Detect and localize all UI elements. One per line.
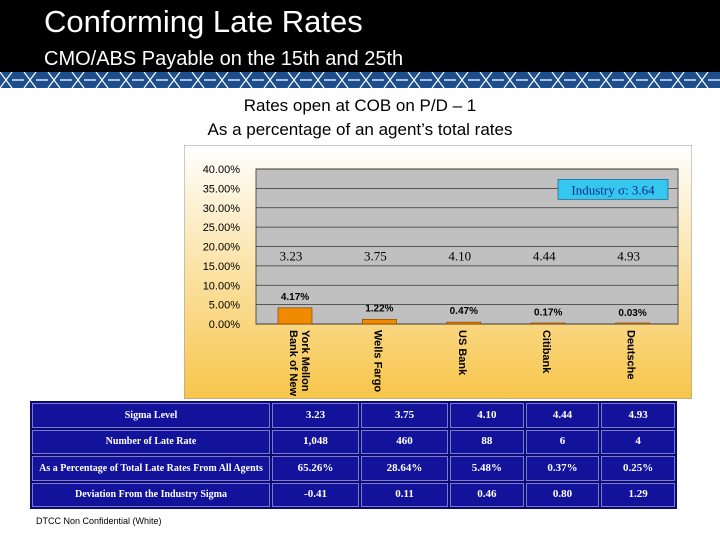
table-cell: 3.23 xyxy=(272,403,360,428)
band-pattern-mark xyxy=(215,72,240,88)
band-pattern-mark xyxy=(71,72,96,88)
y-tick-label: 30.00% xyxy=(203,203,241,215)
band-pattern-mark xyxy=(479,72,504,88)
table-cell: 460 xyxy=(361,429,449,454)
y-tick-label: 40.00% xyxy=(203,164,241,176)
bar xyxy=(615,322,650,325)
y-tick-label: 0.00% xyxy=(209,319,240,331)
table-cell: 0.80 xyxy=(525,482,600,507)
bar xyxy=(362,318,397,325)
industry-sigma-box xyxy=(557,178,669,200)
table-cell: 65.26% xyxy=(272,456,360,481)
x-tick-label: Wells Fargo xyxy=(371,330,383,392)
table-cell: 4.10 xyxy=(450,403,524,428)
band-pattern-mark xyxy=(143,72,168,88)
bar-value-label: 0.17% xyxy=(534,307,562,318)
table-cell: 0.11 xyxy=(361,482,449,507)
table-cell: 3.75 xyxy=(361,403,449,428)
bar-value-label: 1.22% xyxy=(365,303,393,314)
x-tick-label: Deutsche xyxy=(625,330,637,380)
bar xyxy=(446,321,482,325)
sigma-label: 3.23 xyxy=(280,249,303,264)
row-label: As a Percentage of Total Late Rates From… xyxy=(32,456,270,481)
band-pattern-mark xyxy=(263,72,288,88)
table-cell: 28.64% xyxy=(361,456,449,481)
y-tick-label: 20.00% xyxy=(203,242,241,254)
table-row: Sigma Level 3.23 3.75 4.10 4.44 4.93 xyxy=(32,403,675,428)
band-pattern-mark xyxy=(383,72,408,88)
decorative-pattern-band xyxy=(0,72,720,88)
band-pattern-mark xyxy=(311,72,336,88)
table-cell: 1.29 xyxy=(601,482,675,507)
sigma-table: Sigma Level 3.23 3.75 4.10 4.44 4.93 Number of… xyxy=(30,401,677,509)
band-pattern-mark xyxy=(503,72,528,88)
sigma-label: 4.93 xyxy=(617,249,640,264)
table-cell: 0.37% xyxy=(525,456,600,481)
sigma-label: 4.10 xyxy=(448,249,471,264)
y-tick-label: 15.00% xyxy=(203,261,241,273)
table-row: As a Percentage of Total Late Rates From… xyxy=(32,456,675,481)
band-pattern-mark xyxy=(575,72,600,88)
table-cell: -0.41 xyxy=(272,482,360,507)
band-pattern-mark xyxy=(23,72,48,88)
row-label: Sigma Level xyxy=(32,403,270,428)
band-pattern-mark xyxy=(599,72,624,88)
bar-chart: 0.00% 5.00% 10.00% 15.00% 20.00% 25.00% 30.00%… xyxy=(184,145,692,399)
bar-value-label: 0.03% xyxy=(618,308,646,319)
band-pattern-mark xyxy=(671,72,696,88)
y-tick-label: 5.00% xyxy=(209,300,240,312)
band-pattern-mark xyxy=(239,72,264,88)
chart-caption-line2: As a percentage of an agent’s total rate… xyxy=(207,120,513,139)
x-tick-label: US Bank xyxy=(456,330,468,376)
band-pattern-mark xyxy=(0,72,24,88)
band-pattern-mark xyxy=(335,72,360,88)
band-pattern-mark xyxy=(47,72,72,88)
table-cell: 88 xyxy=(450,429,524,454)
table-row: Deviation From the Industry Sigma -0.41 0.… xyxy=(32,482,675,507)
bar xyxy=(530,322,566,325)
band-pattern-mark xyxy=(647,72,672,88)
band-pattern-mark xyxy=(431,72,456,88)
sigma-label: 3.75 xyxy=(364,249,387,264)
band-pattern-mark xyxy=(287,72,312,88)
band-pattern-mark xyxy=(191,72,216,88)
slide-header: Conforming Late Rates CMO/ABS Payable on… xyxy=(0,0,720,88)
table-cell: 4 xyxy=(601,429,675,454)
band-pattern-mark xyxy=(695,72,720,88)
band-pattern-mark xyxy=(119,72,144,88)
slide-subtitle: CMO/ABS Payable on the 15th and 25th xyxy=(44,48,404,70)
table-cell: 1,048 xyxy=(272,429,360,454)
bar-value-label: 4.17% xyxy=(281,292,309,303)
band-pattern-mark xyxy=(167,72,192,88)
y-tick-label: 35.00% xyxy=(203,183,241,195)
band-pattern-mark xyxy=(359,72,384,88)
band-pattern-mark xyxy=(623,72,648,88)
x-tick-label: Bank of New xyxy=(287,330,299,396)
band-pattern-mark xyxy=(551,72,576,88)
footer-classification: DTCC Non Confidential (White) xyxy=(36,516,162,526)
band-pattern-mark xyxy=(407,72,432,88)
table-cell: 0.25% xyxy=(601,456,675,481)
bar-value-label: 0.47% xyxy=(450,306,478,317)
table-cell: 6 xyxy=(525,429,600,454)
table-cell: 0.46 xyxy=(450,482,524,507)
x-tick-label: York Mellon xyxy=(299,330,311,392)
sigma-label: 4.44 xyxy=(533,249,556,264)
x-tick-label: Citibank xyxy=(540,330,552,374)
table-row: Number of Late Rate 1,048 460 88 6 4 xyxy=(32,429,675,454)
chart-caption-line1: Rates open at COB on P/D – 1 xyxy=(243,96,477,115)
band-pattern-mark xyxy=(527,72,552,88)
table-cell: 5.48% xyxy=(450,456,524,481)
row-label: Deviation From the Industry Sigma xyxy=(32,482,270,507)
band-pattern-mark xyxy=(455,72,480,88)
slide-title: Conforming Late Rates xyxy=(44,4,363,39)
industry-sigma-annotation: Industry σ: 3.64 xyxy=(571,182,655,197)
y-tick-label: 10.00% xyxy=(203,280,241,292)
band-pattern-mark xyxy=(95,72,120,88)
row-label: Number of Late Rate xyxy=(32,429,270,454)
table-cell: 4.93 xyxy=(601,403,675,428)
y-tick-label: 25.00% xyxy=(203,222,241,234)
table-cell: 4.44 xyxy=(525,403,600,428)
bar xyxy=(277,307,313,325)
